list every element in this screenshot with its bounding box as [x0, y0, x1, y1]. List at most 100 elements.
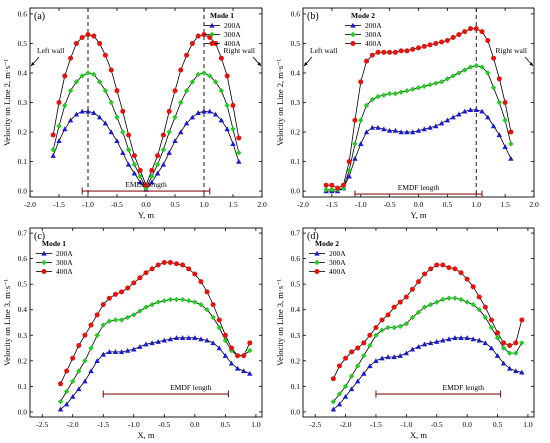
data-point-300A	[67, 87, 74, 94]
data-point-400A	[422, 271, 428, 277]
data-point-200A	[183, 120, 190, 126]
data-point-300A	[143, 304, 149, 310]
data-point-200A	[490, 123, 497, 129]
x-tick-label: 0.5	[443, 200, 453, 209]
data-point-300A	[210, 314, 216, 321]
series-line-200A	[52, 111, 240, 191]
data-point-400A	[195, 33, 201, 39]
data-point-300A	[149, 173, 155, 180]
data-point-400A	[112, 291, 118, 297]
data-point-400A	[108, 67, 114, 73]
y-tick-label: 0.4	[18, 305, 28, 314]
data-point-200A	[450, 114, 456, 120]
data-point-300A	[218, 87, 225, 94]
data-point-300A	[488, 324, 495, 331]
data-point-300A	[112, 317, 119, 323]
data-point-200A	[234, 365, 241, 371]
data-point-300A	[410, 86, 416, 92]
data-point-300A	[212, 79, 219, 85]
y-tick-label: 0.4	[291, 68, 301, 77]
x-axis-label: X, m	[138, 430, 155, 440]
data-point-400A	[470, 284, 476, 290]
data-point-300A	[120, 129, 126, 135]
data-point-200A	[155, 338, 161, 344]
data-point-300A	[137, 173, 143, 180]
data-point-300A	[183, 87, 190, 94]
data-point-400A	[329, 182, 335, 188]
data-point-300A	[452, 295, 458, 301]
data-point-300A	[230, 126, 236, 132]
y-tick-label: 0.1	[291, 382, 301, 391]
legend-entry: 200A	[329, 249, 346, 258]
data-point-300A	[329, 186, 335, 193]
data-point-400A	[180, 262, 186, 268]
x-tick-label: 0.0	[190, 420, 200, 429]
data-point-300A	[482, 314, 489, 321]
data-point-400A	[479, 29, 485, 35]
data-point-400A	[387, 49, 393, 55]
data-point-400A	[100, 302, 106, 308]
legend-marker	[314, 250, 320, 256]
data-point-200A	[137, 344, 143, 349]
data-point-200A	[438, 120, 445, 126]
x-tick-label: -1.5	[370, 420, 382, 429]
y-tick-label: 0.3	[18, 98, 28, 107]
data-point-300A	[179, 296, 186, 303]
data-point-400A	[247, 340, 253, 346]
data-point-400A	[222, 332, 228, 338]
data-point-300A	[73, 79, 80, 85]
legend-marker	[209, 41, 215, 46]
data-point-300A	[63, 388, 70, 395]
data-point-200A	[124, 347, 131, 353]
data-point-400A	[228, 345, 234, 351]
series-line-300A	[52, 72, 240, 190]
y-tick-label: 0.0	[291, 407, 301, 416]
data-point-400A	[149, 266, 155, 272]
y-tick-label: 0.6	[291, 9, 301, 18]
data-point-300A	[462, 67, 468, 73]
data-point-300A	[106, 318, 113, 324]
data-point-300A	[404, 87, 410, 94]
data-point-300A	[236, 150, 242, 156]
data-point-300A	[409, 314, 416, 321]
data-point-300A	[519, 340, 525, 346]
legend-entry: 300A	[365, 30, 382, 39]
data-point-400A	[58, 381, 64, 387]
data-point-300A	[361, 353, 367, 359]
data-point-300A	[479, 64, 485, 70]
data-point-400A	[397, 299, 403, 305]
data-point-300A	[346, 167, 352, 174]
chart-panel-2: -2.0 -1.5 -1.0 -0.5 0.0 0.5 1.0 1.5 2.0 0.0 0.1 0.2…	[275, 7, 539, 220]
data-point-400A	[323, 182, 329, 188]
data-point-400A	[216, 317, 222, 323]
data-point-300A	[415, 85, 422, 91]
legend-marker	[314, 269, 320, 274]
data-point-200A	[131, 170, 138, 176]
data-point-300A	[131, 161, 138, 168]
data-point-200A	[456, 111, 462, 117]
data-point-200A	[444, 117, 451, 123]
data-point-400A	[137, 167, 143, 173]
data-point-400A	[97, 40, 103, 46]
legend-entry: 200A	[56, 249, 73, 258]
legend-marker	[350, 31, 356, 38]
data-point-200A	[386, 127, 393, 133]
x-tick-label: -2.0	[24, 200, 36, 209]
data-point-400A	[416, 279, 421, 285]
data-point-400A	[230, 102, 236, 108]
data-point-400A	[50, 132, 56, 138]
legend-marker	[314, 259, 320, 266]
data-point-300A	[494, 335, 501, 341]
data-point-400A	[392, 49, 398, 55]
data-point-300A	[392, 90, 399, 97]
data-point-400A	[343, 355, 349, 361]
emdf-length-label: EMDF length	[170, 383, 212, 392]
data-point-200A	[404, 129, 410, 135]
data-point-200A	[358, 141, 364, 147]
data-point-200A	[178, 129, 184, 135]
data-point-200A	[79, 108, 85, 114]
data-point-400A	[161, 259, 167, 265]
data-point-400A	[218, 55, 224, 61]
data-point-400A	[340, 182, 346, 188]
data-point-200A	[409, 346, 416, 352]
